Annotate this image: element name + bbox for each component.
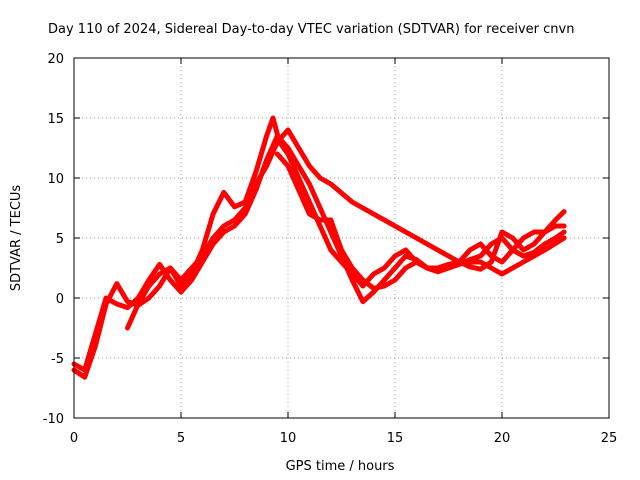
x-axis-label: GPS time / hours bbox=[286, 459, 395, 474]
grid-lines bbox=[74, 58, 609, 418]
y-tick-label: 15 bbox=[47, 112, 64, 127]
series-line-track-a bbox=[71, 115, 567, 380]
y-tick-label: 10 bbox=[47, 172, 64, 187]
y-tick-label: 20 bbox=[47, 52, 64, 67]
x-tick-label: 25 bbox=[601, 431, 618, 446]
x-tick-label: 20 bbox=[494, 431, 511, 446]
y-tick-label: 5 bbox=[56, 232, 64, 247]
axis-ticks: 0 5 10 15 20 25 -10 -5 0 5 10 15 20 bbox=[43, 52, 618, 446]
x-tick-label: 15 bbox=[387, 431, 404, 446]
series-line-track-b bbox=[71, 133, 567, 373]
y-tick-label: -5 bbox=[51, 352, 64, 367]
y-tick-label: 0 bbox=[56, 292, 64, 307]
x-tick-label: 10 bbox=[280, 431, 297, 446]
series-line-track-d bbox=[274, 151, 567, 291]
x-tick-label: 0 bbox=[70, 431, 78, 446]
y-axis-label: SDTVAR / TECUs bbox=[9, 185, 24, 292]
y-tick-label: -10 bbox=[43, 412, 64, 427]
x-tick-label: 5 bbox=[177, 431, 185, 446]
plot-frame bbox=[73, 57, 610, 419]
data-series bbox=[71, 115, 567, 380]
chart-title: Day 110 of 2024, Sidereal Day-to-day VTE… bbox=[48, 22, 574, 37]
